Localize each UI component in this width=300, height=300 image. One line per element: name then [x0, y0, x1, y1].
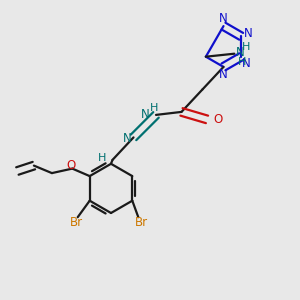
Text: O: O [214, 113, 223, 126]
Text: N: N [219, 68, 228, 81]
Text: H: H [149, 103, 158, 113]
Text: N: N [141, 108, 149, 121]
Text: H: H [238, 57, 246, 67]
Text: N: N [219, 12, 228, 25]
Text: H: H [242, 42, 250, 52]
Text: N: N [123, 132, 132, 145]
Text: O: O [66, 159, 75, 172]
Text: Br: Br [135, 216, 148, 229]
Text: N: N [243, 27, 252, 40]
Text: Br: Br [70, 216, 83, 229]
Text: H: H [98, 153, 106, 164]
Text: N: N [242, 57, 251, 70]
Text: N: N [236, 46, 244, 59]
